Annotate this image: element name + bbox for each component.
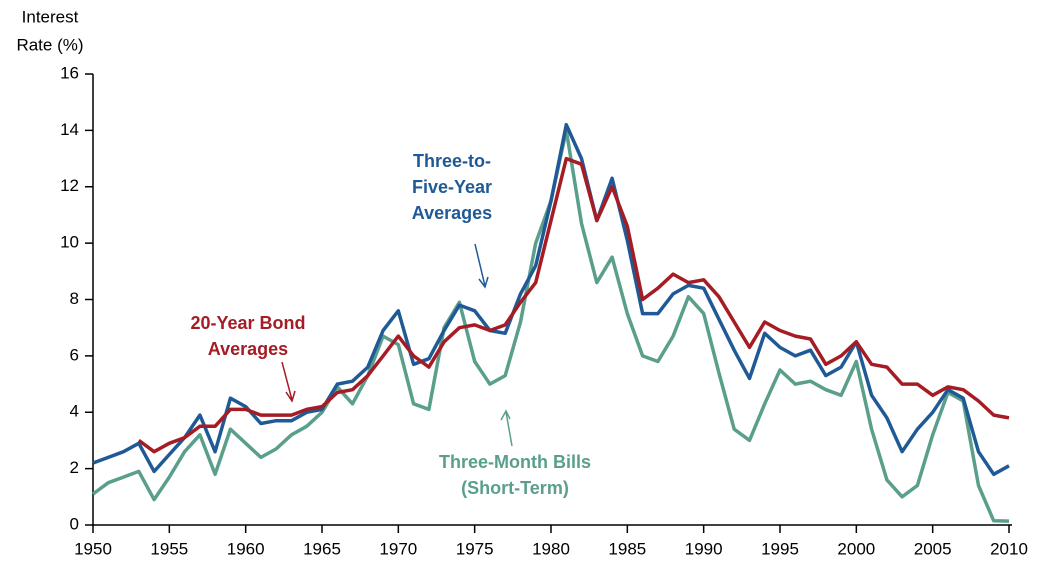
x-tick-label: 1970 [379, 539, 417, 558]
y-tick-label: 8 [70, 289, 79, 308]
annotation: Averages [208, 339, 288, 359]
x-tick-label: 1960 [227, 539, 265, 558]
y-tick-label: 0 [70, 514, 79, 533]
y-axis-label: Interest [22, 7, 79, 26]
y-tick-label: 6 [70, 345, 79, 364]
y-tick-label: 2 [70, 458, 79, 477]
arrow [500, 409, 513, 447]
annotation: Three-to- [413, 151, 491, 171]
series-line [137, 156, 1010, 454]
arrow [281, 361, 296, 403]
x-tick-label: 1955 [150, 539, 188, 558]
x-tick-label: 1990 [685, 539, 723, 558]
x-tick-label: 1950 [74, 539, 112, 558]
annotation: Five-Year [412, 177, 492, 197]
x-tick-label: 1985 [608, 539, 646, 558]
annotation: 20-Year Bond [190, 313, 305, 333]
annotation: Averages [412, 203, 492, 223]
annotation: (Short-Term) [461, 478, 569, 498]
arrows [281, 243, 513, 447]
x-tick-label: 2000 [837, 539, 875, 558]
y-tick-label: 4 [70, 402, 79, 421]
x-tick-label: 1975 [456, 539, 494, 558]
y-axis-label: Rate (%) [16, 35, 83, 54]
arrow [474, 243, 489, 289]
x-tick-label: 1980 [532, 539, 570, 558]
annotation: Three-Month Bills [439, 452, 591, 472]
x-tick-label: 2010 [990, 539, 1028, 558]
y-tick-label: 10 [60, 233, 79, 252]
y-tick-label: 16 [60, 63, 79, 82]
y-tick-label: 14 [60, 120, 79, 139]
x-tick-label: 1995 [761, 539, 799, 558]
x-tick-label: 2005 [914, 539, 952, 558]
x-tick-label: 1965 [303, 539, 341, 558]
y-tick-label: 12 [60, 176, 79, 195]
